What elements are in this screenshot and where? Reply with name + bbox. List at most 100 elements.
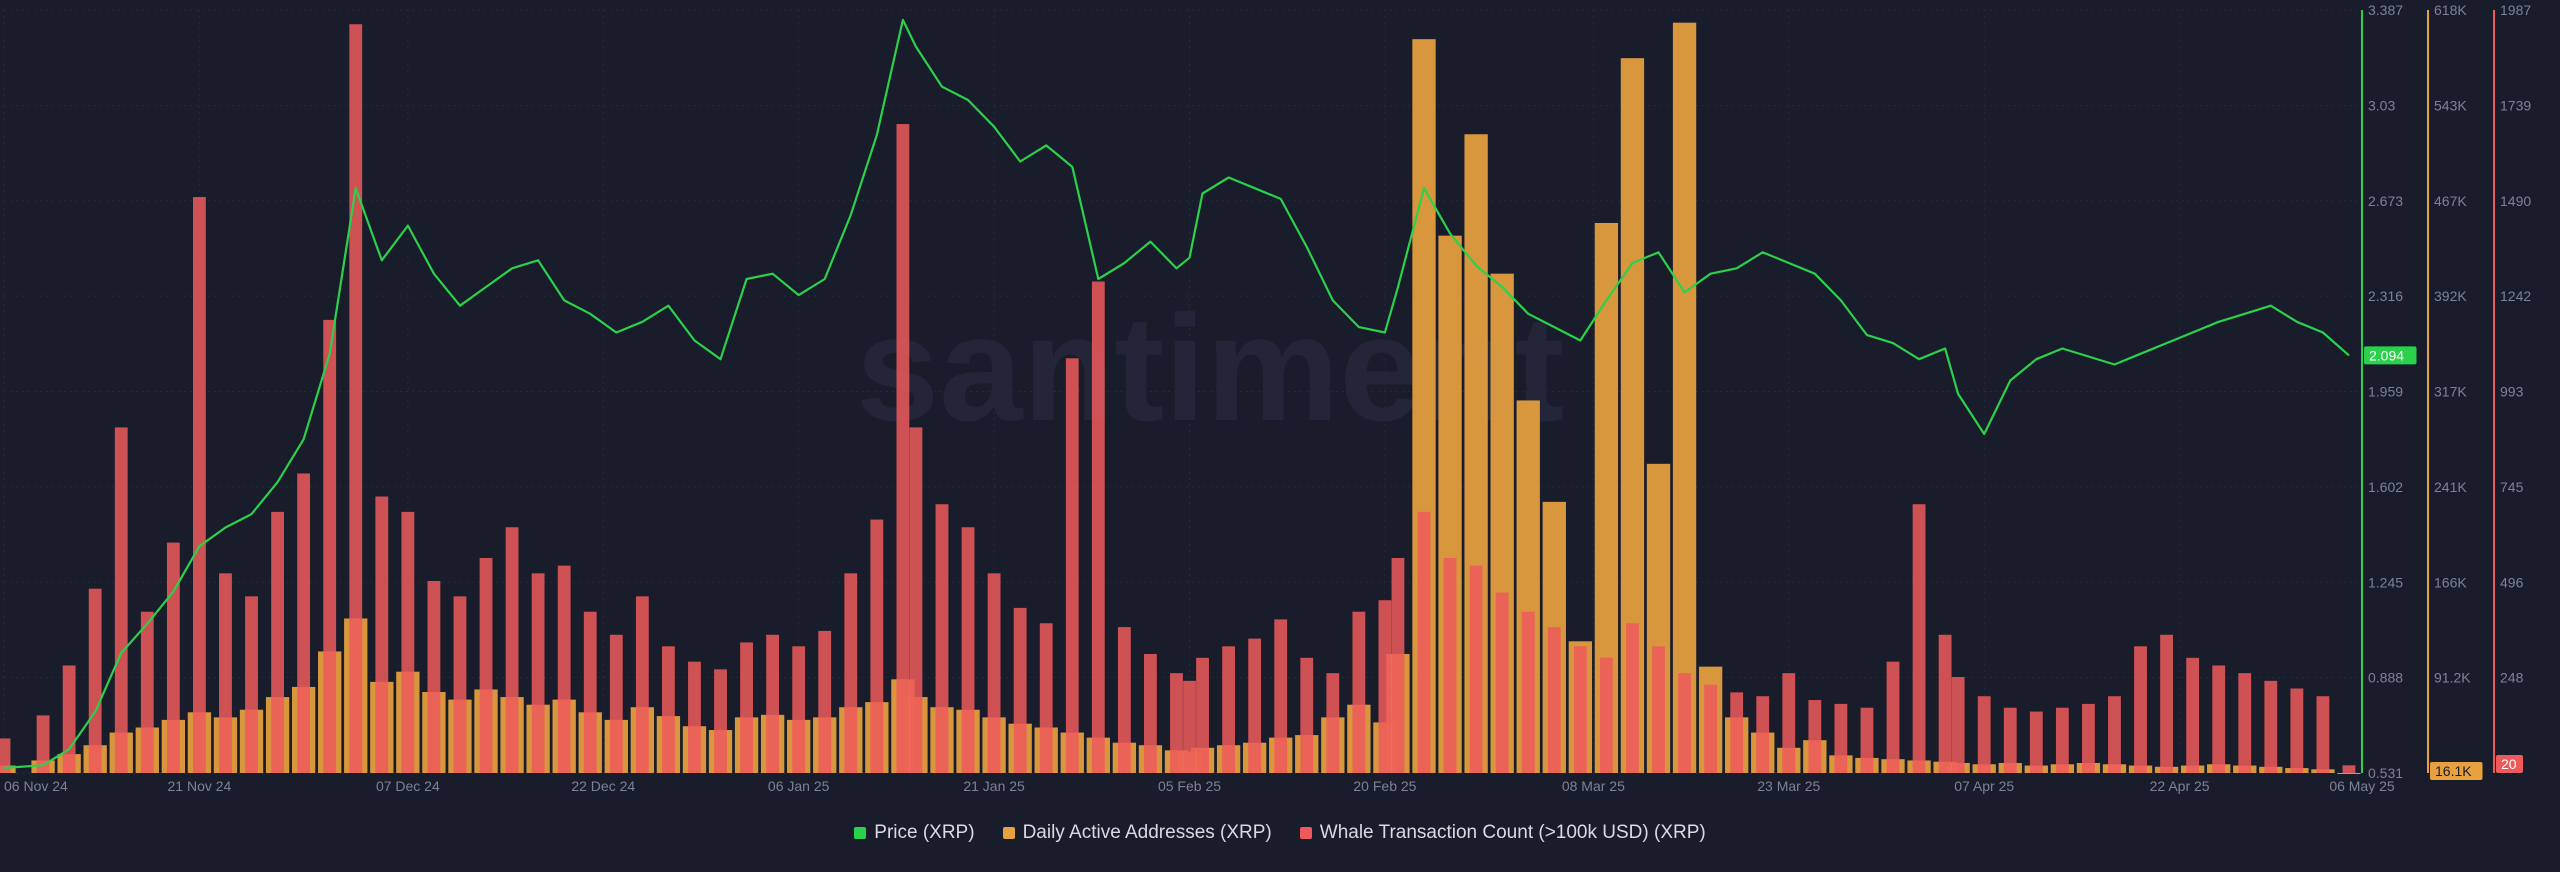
whale-tick-label: 745 [2500,479,2524,495]
whale-transaction-bar [1300,657,1314,773]
x-tick-label: 06 Jan 25 [768,778,830,794]
whale-transaction-bar [349,24,363,774]
whale-transaction-bar [1495,592,1509,773]
x-tick-label: 08 Mar 25 [1562,778,1625,794]
whale-tick-label: 496 [2500,574,2524,590]
whale-transaction-bar [1782,673,1796,773]
price-tick-label: 2.316 [2368,288,2403,304]
whale-transaction-bar [219,573,232,773]
whale-transaction-bar [1417,511,1431,773]
active-addresses-bar [1594,222,1619,774]
whale-transaction-bar [818,630,832,773]
whale-transaction-bar [1065,358,1079,773]
whale-transaction-bar [1652,646,1665,773]
legend-item-active-addresses[interactable]: Daily Active Addresses (XRP) [1002,822,1272,844]
price-tick-label: 3.03 [2368,97,2395,113]
whale-transaction-bar [479,557,493,773]
whale-transaction-bar [2290,688,2304,773]
legend-swatch-price [854,827,867,839]
price-tick-label: 0.888 [2368,670,2403,686]
x-tick-label: 22 Dec 24 [571,778,635,794]
whale-transaction-bar [2082,703,2095,773]
legend-swatch-whale-transactions [1299,827,1312,839]
whale-transaction-bar [714,669,727,773]
price-tick-label: 1.959 [2368,384,2403,400]
whale-transaction-bar [2186,657,2200,773]
whale-transaction-bar [987,573,1001,773]
active-current-badge: 16.1K [2430,762,2483,780]
whale-transaction-bar [688,661,701,773]
legend-swatch-active-addresses [1002,827,1015,839]
whale-transaction-bar [1860,707,1874,773]
whale-transaction-bar [1886,661,1900,773]
active-addresses-bar [1672,22,1697,774]
x-tick-label: 23 Mar 25 [1757,778,1820,794]
whale-current-badge-bg [2496,755,2523,773]
active-current-badge-text: 16.1K [2435,763,2472,779]
whale-transaction-bar [166,542,180,773]
whale-transaction-bar [271,511,284,773]
whale-tick-label: 248 [2500,670,2524,686]
active-addresses-bar [1620,58,1645,774]
whale-transaction-bar [1091,281,1105,773]
whale-transaction-bar [1730,692,1744,773]
x-tick-label: 21 Nov 24 [168,778,232,794]
whale-transaction-bar [88,588,102,773]
x-tick-label: 06 Nov 24 [4,778,68,794]
whale-transaction-bars [0,24,2356,774]
whale-transaction-bar [1951,677,1965,773]
whale-transaction-bar [2134,646,2147,773]
whale-transaction-bar [1274,619,1288,773]
legend-item-whale-transactions[interactable]: Whale Transaction Count (>100k USD) (XRP… [1299,822,1706,844]
active-tick-label: 166K [2434,574,2467,590]
whale-transaction-bar [1117,627,1131,773]
whale-transaction-bar [0,738,11,773]
price-tick-label: 1.602 [2368,479,2403,495]
active-tick-label: 317K [2434,384,2467,400]
active-axis-ticks: 91.2K 166K 241K 317K 392K 467K 543K 618K [2434,2,2471,686]
x-tick-label: 22 Apr 25 [2150,778,2210,794]
x-tick-label: 06 May 25 [2329,778,2395,794]
whale-transaction-bar [1678,673,1691,773]
whale-transaction-bar [740,642,753,773]
x-tick-label: 07 Apr 25 [1954,778,2014,794]
active-current-badge-bg [2430,762,2483,780]
whale-transaction-bar [505,527,519,773]
whale-transaction-bar [1183,680,1196,773]
whale-transaction-bar [557,565,571,773]
whale-transaction-bar [453,596,467,773]
whale-transaction-bar [1144,653,1157,773]
price-line [3,18,2350,769]
price-tick-label: 1.245 [2368,574,2403,590]
whale-transaction-bar [1599,657,1613,773]
whale-transaction-bar [2108,696,2121,773]
whale-transaction-bar [1013,607,1027,773]
whale-tick-label: 1987 [2500,2,2531,18]
legend-item-price[interactable]: Price (XRP) [854,822,975,844]
whale-transaction-bar [2003,707,2017,773]
legend-label-price: Price (XRP) [874,822,975,843]
whale-transaction-bar [401,511,415,773]
whale-transaction-bar [583,611,597,773]
whale-transaction-bar [661,646,675,773]
active-tick-label: 91.2K [2434,670,2471,686]
whale-transaction-bar [2238,673,2252,773]
whale-transaction-bar [192,197,206,773]
whale-transaction-bar [1170,673,1183,773]
whale-transaction-bar [896,124,910,773]
whale-transaction-bar [2342,765,2356,773]
whale-transaction-bar [1248,638,1262,773]
whale-transaction-bar [2316,696,2330,773]
active-tick-label: 543K [2434,97,2467,113]
whale-transaction-bar [1977,696,1991,773]
whale-transaction-bar [1352,611,1366,773]
whale-transaction-bar [1573,646,1587,773]
legend: Price (XRP) Daily Active Addresses (XRP)… [0,818,2560,848]
whale-transaction-bar [62,665,76,773]
x-axis-ticks: 06 Nov 24 21 Nov 24 07 Dec 24 22 Dec 24 06 J… [4,778,2395,794]
whale-transaction-bar [961,527,975,773]
whale-transaction-bar [245,596,258,773]
whale-transaction-bar [1222,646,1236,773]
price-tick-label: 0.531 [2368,765,2403,781]
